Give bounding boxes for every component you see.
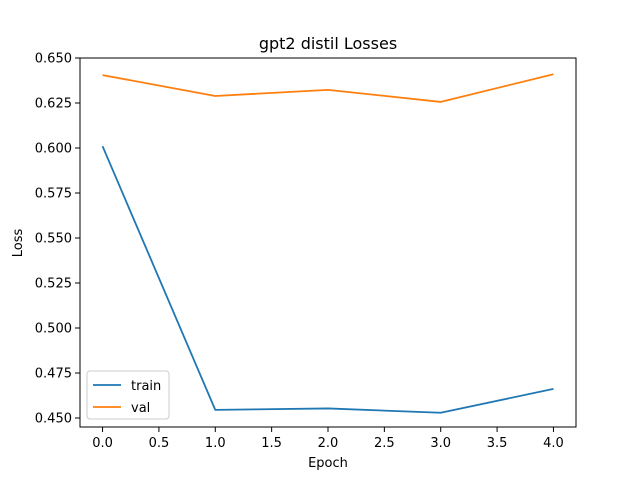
x-tick-label: 3.0	[430, 436, 451, 451]
x-tick-label: 2.0	[318, 436, 339, 451]
x-axis-label: Epoch	[308, 456, 348, 471]
y-tick-label: 0.575	[35, 187, 72, 202]
legend: train val	[86, 370, 170, 420]
y-tick-label: 0.550	[35, 232, 72, 247]
series-line-train	[101, 145, 554, 414]
x-tick-label: 1.0	[205, 436, 226, 451]
legend-label-train: train	[131, 379, 161, 394]
chart-title: gpt2 distil Losses	[259, 34, 397, 53]
legend-label-val: val	[131, 401, 150, 416]
y-axis-label: Loss	[11, 229, 26, 258]
x-tick-label: 1.5	[261, 436, 282, 451]
x-tick-label: 3.5	[487, 436, 508, 451]
series-line-val	[102, 73, 554, 103]
series-lines	[101, 73, 554, 414]
x-tick-label: 2.5	[374, 436, 395, 451]
x-tick-label: 0.0	[92, 436, 113, 451]
x-tick-label: 0.5	[149, 436, 170, 451]
plot-frame	[79, 57, 577, 428]
y-tick-label: 0.650	[35, 52, 72, 67]
y-tick-label: 0.450	[35, 412, 72, 427]
axis-ticks: 0.0 0.5 1.0 1.5 2.0 2.5 3.0 3.5 4.0 0.450 0.475 0.5…	[35, 52, 564, 452]
y-tick-label: 0.475	[35, 367, 72, 382]
y-tick-label: 0.625	[35, 97, 72, 112]
y-tick-label: 0.600	[35, 142, 72, 157]
y-tick-label: 0.525	[35, 277, 72, 292]
x-tick-label: 4.0	[543, 436, 564, 451]
y-tick-label: 0.500	[35, 322, 72, 337]
